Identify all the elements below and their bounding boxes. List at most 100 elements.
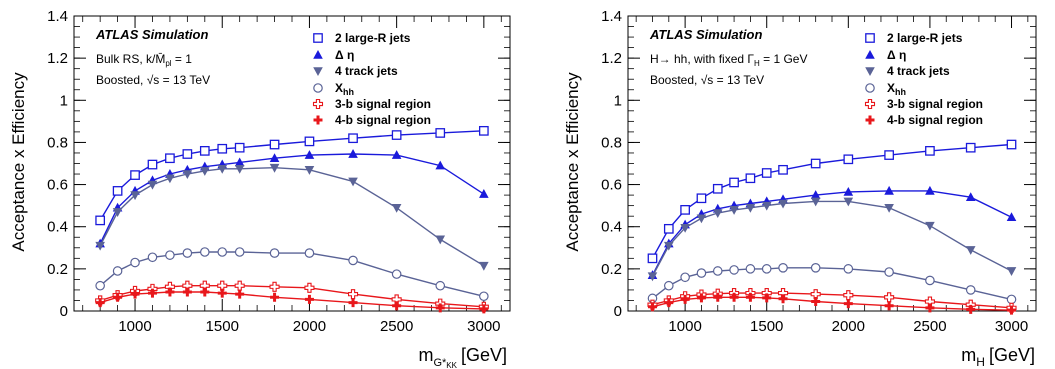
left-series-2-point [348,177,358,187]
left-series-3-point [234,247,245,257]
left-series-5-point [304,294,314,304]
left-series-2-point [217,164,228,174]
left-series-0-point [112,186,123,196]
left-series-3-point [348,255,358,266]
left-series-5-point [113,292,123,302]
right-series-2-point [1006,267,1017,276]
left-series-2-point [182,170,193,180]
right-series-2-point [778,199,788,209]
left-legend-symbol-1 [313,50,323,59]
right-series-1-point [884,185,894,195]
left-model-label-text: Bulk RS, k/M̄ [96,52,165,66]
right-series-2-point [664,241,674,251]
right-y-tick-label: 1.4 [601,8,622,25]
right-series-1-point [965,192,976,202]
left-legend-label-5: 3-b signal region [335,97,431,111]
left-series-3-point [112,266,123,276]
right-y-tick-label: 0.6 [601,177,622,194]
left-legend-label-1: Δ η [335,48,354,62]
left-model-label-tail: = 1 [172,52,193,66]
right-series-2-point [745,203,756,213]
right-series-5-point [811,297,821,307]
left-series-2-point [391,203,402,213]
right-y-tick-label: 0.4 [601,219,622,236]
left-atlas-label: ATLAS Simulation [95,27,208,42]
right-y-tick-label: 1 [614,92,622,109]
left-series-0-point [165,153,175,164]
left-legend-marker-3 [313,83,323,93]
right-series-1-point [925,185,935,195]
left-series-5-point [348,298,358,308]
left-series-1-point [234,157,245,167]
right-series-3-point [810,263,821,273]
left-series-0-point [95,215,106,226]
right-energy-label: Boosted, √s = 13 TeV [650,73,764,87]
left-series-4-point [304,282,315,293]
left-series-5-point [435,303,445,313]
right-series-3-point [680,272,690,283]
left-legend-marker-5 [313,115,323,125]
left-legend-symbol-3 [313,83,323,93]
right-legend-symbol-4 [864,98,876,110]
left-series-0-point [391,130,402,140]
left-series-line-0 [99,130,484,221]
left-series-3-point [479,291,489,302]
left-series-0-point [199,146,210,156]
right-series-3-point [1006,294,1017,305]
right-series-layer [647,139,1017,315]
left-legend-symbol-2 [313,67,323,76]
right-x-axis-label-unit: [GeV] [989,345,1035,365]
left-x-tick-label: 1500 [206,318,239,335]
left-series-3-point [304,248,315,258]
left-series-2-point [165,174,175,184]
right-legend-marker-5 [865,115,875,125]
right-x-tick-label: 3000 [995,318,1028,335]
right-series-2-point [729,206,739,215]
right-axis-ticks: 0 0.2 0.4 0.6 0.8 1 1.2 1.4 1000 1500 2000 2500 3000 [601,8,1036,335]
left-series-5-point [392,301,402,311]
right-legend-label-2: 4 track jets [887,64,950,78]
left-series-4-point [217,280,228,291]
left-series-5-point [479,304,489,314]
left-x-tick-label: 3000 [467,318,500,335]
left-series-line-4 [99,285,484,308]
left-legend-symbol-0 [313,33,323,43]
right-series-3-point [965,285,976,295]
left-y-tick-label: 0.8 [47,134,68,151]
right-series-0-point [965,142,976,153]
left-series-5-point [200,287,210,297]
left-y-tick-label: 0.4 [47,219,68,236]
right-x-tick-label: 2500 [913,318,946,335]
left-series-4-point [182,280,193,291]
right-legend-marker-1 [865,50,875,59]
right-series-0-point [696,193,707,204]
left-legend-label-0: 2 large-R jets [335,31,411,45]
right-series-3-point [843,264,854,274]
left-energy-label: Boosted, √s = 13 TeV [96,73,210,87]
left-series-4-point [391,294,402,305]
left-series-2-point [304,166,315,175]
left-series-layer [95,125,489,314]
right-series-0-point [729,177,739,188]
right-series-1-point [810,190,821,199]
right-legend-symbol-2 [865,67,875,76]
left-x-axis-label-sub: G* [433,357,447,369]
right-model-label-sub: H [754,59,760,68]
right-x-axis-label-sub: H [976,355,985,369]
right-y-tick-label: 1.2 [601,50,622,67]
right-series-2-point [712,209,723,219]
right-legend-symbol-0 [865,33,875,43]
left-legend-symbol-5 [313,115,323,125]
left-y-tick-label: 1.4 [47,8,68,25]
left-series-0-point [182,149,193,159]
left-series-3-point [130,257,140,268]
right-series-0-point [925,146,935,156]
left-legend: 2 large-R jets Δ η 4 track jets Xhh 3-b … [312,31,431,127]
left-model-label: Bulk RS, k/M̄pl = 1 [96,52,192,68]
right-series-5-point [925,303,935,313]
right-series-3-point [745,264,756,274]
right-y-tick-label: 0.8 [601,134,622,151]
right-series-0-point [884,150,894,160]
right-series-4-point [810,289,821,300]
